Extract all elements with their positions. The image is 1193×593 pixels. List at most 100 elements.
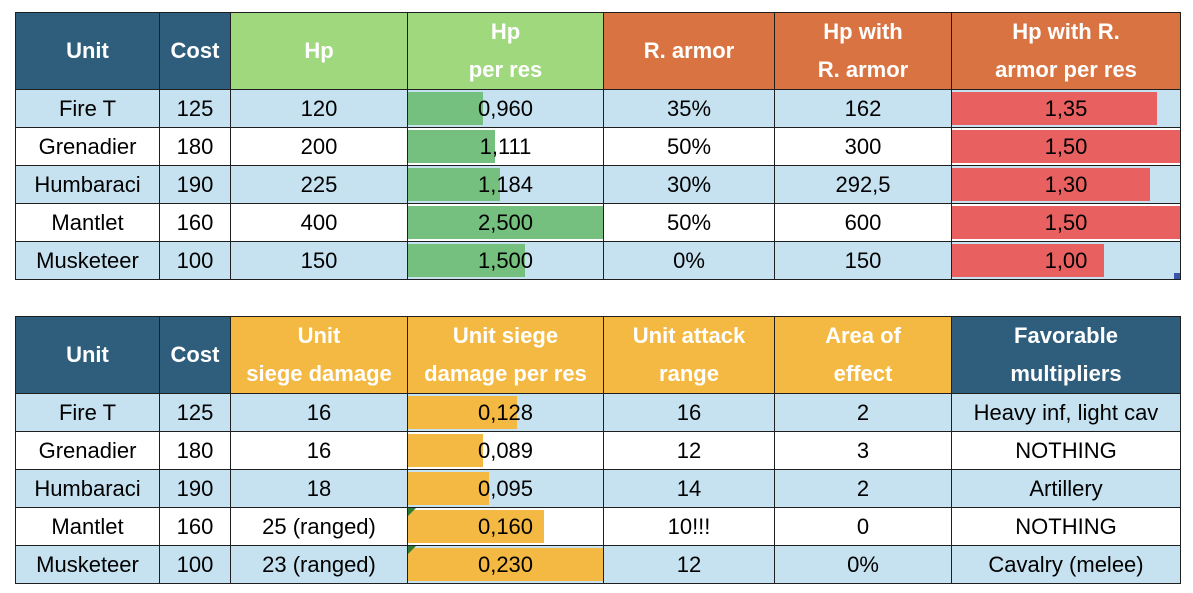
cell-cost[interactable]: 180 — [159, 127, 231, 166]
cell-unit[interactable]: Mantlet — [15, 203, 160, 242]
cell-unit[interactable]: Fire T — [15, 89, 160, 128]
cell-unit-siege-damage[interactable]: 23 (ranged) — [230, 545, 408, 584]
cell-unit-siege-damage[interactable]: 16 — [230, 393, 408, 432]
cell-hp-with-r-armor[interactable]: 150 — [774, 241, 952, 280]
header-unit-siege-damage[interactable]: Unit siege damage — [230, 316, 408, 394]
cell-hp-with-r-armor[interactable]: 292,5 — [774, 165, 952, 204]
cell-cost[interactable]: 125 — [159, 89, 231, 128]
cell-r-armor[interactable]: 50% — [603, 127, 775, 166]
cell-area-of-effect[interactable]: 3 — [774, 431, 952, 470]
cell-cost[interactable]: 160 — [159, 203, 231, 242]
cell-hp-with-r-armor-per-res[interactable]: 1,35 — [951, 89, 1181, 128]
cell-hp-with-r-armor-per-res[interactable]: 1,30 — [951, 165, 1181, 204]
header-hp[interactable]: Hp — [230, 12, 408, 90]
cell-unit[interactable]: Musketeer — [15, 545, 160, 584]
cell-area-of-effect[interactable]: 2 — [774, 469, 952, 508]
cell-unit[interactable]: Grenadier — [15, 127, 160, 166]
cell-attack-range[interactable]: 10!!! — [603, 507, 775, 546]
header-cost[interactable]: Cost — [159, 316, 231, 394]
cell-r-armor[interactable]: 35% — [603, 89, 775, 128]
cell-attack-range[interactable]: 12 — [603, 545, 775, 584]
cell-hp-with-r-armor-per-res[interactable]: 1,50 — [951, 203, 1181, 242]
cell-unit-siege-damage[interactable]: 18 — [230, 469, 408, 508]
cell-siege-damage-per-res[interactable]: 0,095 — [407, 469, 604, 508]
cell-area-of-effect[interactable]: 2 — [774, 393, 952, 432]
cell-attack-range[interactable]: 14 — [603, 469, 775, 508]
cell-cost[interactable]: 100 — [159, 545, 231, 584]
header-unit[interactable]: Unit — [15, 316, 160, 394]
header-area-of-effect[interactable]: Area of effect — [774, 316, 952, 394]
header-unit[interactable]: Unit — [15, 12, 160, 90]
cell-cost[interactable]: 190 — [159, 165, 231, 204]
cell-cost[interactable]: 160 — [159, 507, 231, 546]
header-siege-damage-per-res[interactable]: Unit siege damage per res — [407, 316, 604, 394]
cell-hp-with-r-armor-per-res[interactable]: 1,00 — [951, 241, 1181, 280]
cell-favorable-multipliers[interactable]: NOTHING — [951, 431, 1181, 470]
cell-favorable-multipliers[interactable]: Cavalry (melee) — [951, 545, 1181, 584]
data-bar — [952, 206, 1180, 239]
cell-hp-with-r-armor-per-res-value: 1,50 — [1044, 209, 1088, 235]
cell-hp-value: 150 — [300, 247, 338, 273]
cell-unit[interactable]: Humbaraci — [15, 469, 160, 508]
cell-hp-with-r-armor[interactable]: 300 — [774, 127, 952, 166]
cell-siege-damage-per-res[interactable]: 0,089 — [407, 431, 604, 470]
header-attack-range[interactable]: Unit attack range — [603, 316, 775, 394]
header-hp-with-r-armor[interactable]: Hp with R. armor — [774, 12, 952, 90]
cell-attack-range-value: 12 — [676, 551, 702, 577]
table-row: Mantlet 160 400 2,500 50% 600 1,50 — [15, 203, 1181, 242]
cell-hp-with-r-armor[interactable]: 162 — [774, 89, 952, 128]
cell-hp-per-res[interactable]: 2,500 — [407, 203, 604, 242]
cell-hp-value: 200 — [300, 133, 338, 159]
cell-hp-per-res[interactable]: 1,500 — [407, 241, 604, 280]
cell-unit-siege-damage[interactable]: 25 (ranged) — [230, 507, 408, 546]
cell-cost-value: 180 — [176, 437, 214, 463]
cell-hp[interactable]: 120 — [230, 89, 408, 128]
table-resize-handle[interactable] — [1174, 273, 1180, 279]
table-row: Grenadier 180 200 1,111 50% 300 1,50 — [15, 127, 1181, 166]
cell-attack-range[interactable]: 12 — [603, 431, 775, 470]
header-cost[interactable]: Cost — [159, 12, 231, 90]
data-bar — [952, 244, 1105, 277]
cell-siege-damage-per-res[interactable]: 0,160 — [407, 507, 604, 546]
cell-r-armor[interactable]: 0% — [603, 241, 775, 280]
cell-hp[interactable]: 200 — [230, 127, 408, 166]
cell-unit[interactable]: Fire T — [15, 393, 160, 432]
cell-hp[interactable]: 225 — [230, 165, 408, 204]
cell-hp-value: 120 — [300, 95, 338, 121]
cell-cost[interactable]: 180 — [159, 431, 231, 470]
cell-unit[interactable]: Humbaraci — [15, 165, 160, 204]
header-hp-with-r-armor-line2: R. armor — [817, 57, 909, 82]
cell-unit-siege-damage[interactable]: 16 — [230, 431, 408, 470]
cell-cost[interactable]: 100 — [159, 241, 231, 280]
cell-attack-range[interactable]: 16 — [603, 393, 775, 432]
cell-unit[interactable]: Musketeer — [15, 241, 160, 280]
cell-area-of-effect[interactable]: 0% — [774, 545, 952, 584]
cell-unit[interactable]: Grenadier — [15, 431, 160, 470]
cell-favorable-multipliers[interactable]: Artillery — [951, 469, 1181, 508]
data-bar — [408, 434, 484, 467]
cell-r-armor[interactable]: 50% — [603, 203, 775, 242]
cell-hp-per-res[interactable]: 1,111 — [407, 127, 604, 166]
cell-hp-per-res[interactable]: 1,184 — [407, 165, 604, 204]
cell-siege-damage-per-res[interactable]: 0,128 — [407, 393, 604, 432]
header-hp-per-res[interactable]: Hp per res — [407, 12, 604, 90]
header-r-armor[interactable]: R. armor — [603, 12, 775, 90]
cell-area-of-effect[interactable]: 0 — [774, 507, 952, 546]
cell-siege-damage-per-res[interactable]: 0,230 — [407, 545, 604, 584]
cell-cost[interactable]: 190 — [159, 469, 231, 508]
cell-unit-value: Fire T — [58, 399, 117, 425]
cell-hp-with-r-armor[interactable]: 600 — [774, 203, 952, 242]
header-favorable-multipliers[interactable]: Favorable multipliers — [951, 316, 1181, 394]
cell-cost[interactable]: 125 — [159, 393, 231, 432]
header-hp-with-r-armor-per-res[interactable]: Hp with R. armor per res — [951, 12, 1181, 90]
cell-r-armor[interactable]: 30% — [603, 165, 775, 204]
cell-hp[interactable]: 400 — [230, 203, 408, 242]
cell-hp-per-res-value: 1,111 — [479, 133, 532, 159]
header-area-of-effect-line1: Area of — [825, 323, 901, 348]
cell-favorable-multipliers[interactable]: NOTHING — [951, 507, 1181, 546]
cell-favorable-multipliers[interactable]: Heavy inf, light cav — [951, 393, 1181, 432]
cell-hp-per-res[interactable]: 0,960 — [407, 89, 604, 128]
cell-unit[interactable]: Mantlet — [15, 507, 160, 546]
cell-hp-with-r-armor-per-res[interactable]: 1,50 — [951, 127, 1181, 166]
cell-hp[interactable]: 150 — [230, 241, 408, 280]
